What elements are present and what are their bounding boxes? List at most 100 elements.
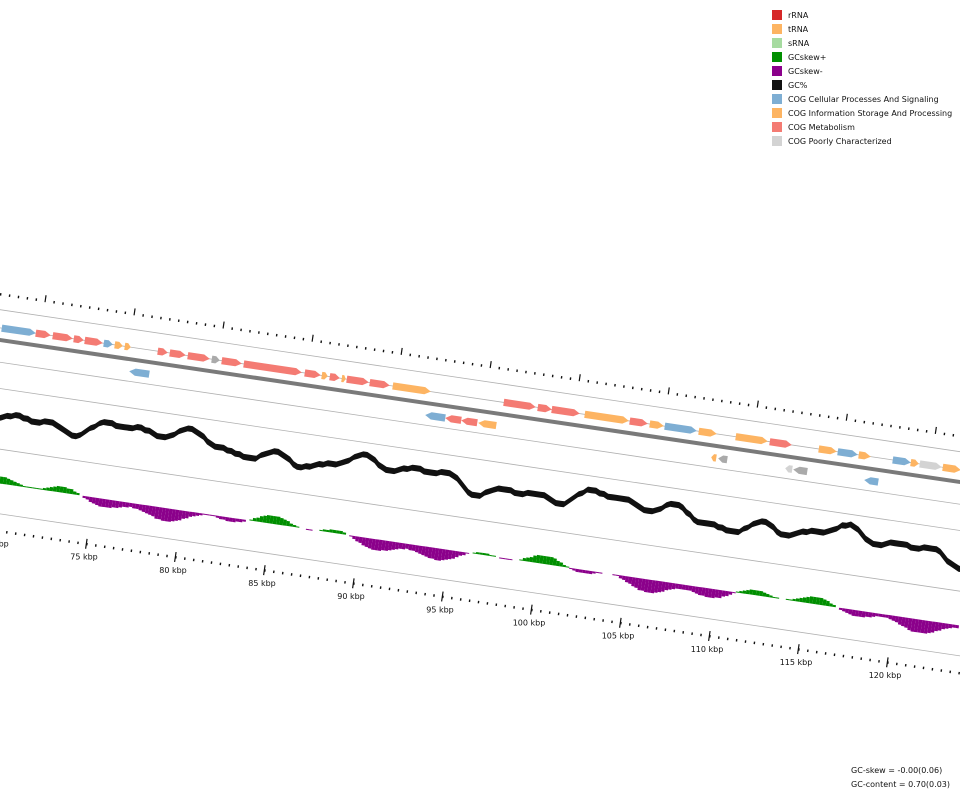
gc-skew-negative-bar [894,616,899,623]
gc-skew-positive-bar [16,483,20,487]
gc-skew-positive-bar [482,552,487,556]
gc-skew-negative-bar [202,513,206,515]
gc-skew-negative-bar [157,507,163,520]
gc-skew-negative-bar [305,528,310,531]
gene-arrow [503,398,536,410]
gc-skew-negative-bar [637,578,643,591]
gene-features [1,324,960,486]
genome-backbone [0,337,960,485]
gene-arrow [769,438,792,448]
gc-skew-negative-bar [585,570,590,574]
gc-skew-negative-bar [865,611,869,617]
gc-skew-positive-bar [2,477,8,485]
gc-skew-negative-bar [948,623,953,629]
gc-skew-positive-bar [759,590,764,597]
gc-skew-negative-bar [681,584,686,590]
gc-skew-negative-bar [628,576,633,584]
track-guides [0,309,960,657]
gene-arrow [584,410,629,424]
gc-skew-negative-bar [927,621,933,634]
gc-skew-negative-bar [108,499,113,509]
gc-skew-negative-bar [88,496,93,503]
gc-skew-negative-bar [181,510,186,519]
gc-skew-positive-bar [485,553,490,556]
gc-skew-negative-bar [462,552,466,556]
gc-skew-positive-bar [475,552,480,555]
gc-skew-negative-bar [414,545,420,553]
gc-skew-negative-bar [717,589,723,599]
gc-skew-negative-bar [151,506,156,517]
scale-tick-label: 100 kbp [513,618,546,627]
gene-arrow [304,369,321,378]
gc-skew-positive-bar [749,589,754,595]
scale-tick-label: 95 kbp [426,605,454,614]
guide-line [0,361,960,505]
legend-item-gcskew-minus: GCskew- [772,64,952,78]
gc-skew-positive-bar [525,557,530,562]
gc-skew-negative-bar [111,500,116,508]
gc-skew-positive-bar [742,590,747,594]
legend-item-cog-poorly: COG Poorly Characterized [772,134,952,148]
gc-skew-positive-bar [276,516,281,525]
gc-skew-negative-bar [707,588,713,598]
gc-skew-negative-bar [225,517,230,522]
gc-skew-negative-bar [675,583,680,589]
gc-skew-positive-bar [49,486,54,492]
gene-arrow [537,403,552,413]
legend-label: tRNA [788,24,809,34]
outer-major-tick [756,400,759,408]
gc-skew-positive-bar [62,486,67,494]
gene-arrow [837,448,858,458]
gc-skew-negative-bar [218,516,223,520]
gc-skew-negative-bar [907,618,913,631]
gc-skew-negative-bar [199,513,203,516]
gc-skew-negative-bar [891,615,896,621]
gc-skew-positive-bar [769,595,773,598]
gc-skew-positive-bar [252,517,257,522]
gc-profile [0,412,960,572]
gene-arrow [425,412,446,422]
outer-major-tick [578,374,581,382]
gc-skew-positive-bar [249,519,253,521]
gc-skew-positive-bar [332,529,337,534]
gc-skew-negative-bar [355,536,360,542]
gc-skew-positive-bar [32,487,37,489]
trna-swatch-icon [772,24,782,34]
gene-arrow [919,460,942,470]
gc-skew-positive-bar [812,596,817,605]
gc-skew-negative-bar [878,613,883,617]
gc-skew-positive-bar [322,529,327,532]
gc-skew-positive-bar [795,598,800,602]
gc-skew-positive-bar [272,516,278,525]
gc-skew-negative-bar [732,591,736,594]
gc-skew-negative-bar [643,579,650,593]
gc-skew-positive-bar [492,555,496,557]
gc-skew-negative-bar [101,498,106,508]
gc-skew-positive-bar [489,554,493,557]
inner-major-tick [174,551,177,563]
gc-skew-negative-bar [618,575,623,579]
gc-skew-negative-bar [624,576,630,583]
gene-arrow [445,415,462,424]
outer-major-tick [222,321,225,329]
gc-skew-negative-bar [920,620,926,634]
scale-tick-label: 110 kbp [691,645,724,654]
gc-skew-negative-bar [923,620,929,634]
gene-arrow [187,352,210,362]
gc-content-stat: GC-content = 0.70(0.03) [851,780,950,789]
guide-line [0,388,960,531]
scale-tick-label: 105 kbp [602,632,635,641]
gc-skew-negative-bar [138,504,143,511]
scale-tick-label: 90 kbp [337,592,365,601]
gc-skew-positive-bar [22,485,27,488]
gc-skew-positive-bar [775,597,780,599]
gc-skew-negative-bar [937,622,943,631]
gene-arrow [629,417,648,427]
gc-skew-positive-bar [46,487,50,491]
gc-skew-negative-bar [352,535,356,540]
gc-skew-positive-bar [815,597,821,605]
gene-arrow [243,360,302,376]
legend-label: GCskew- [788,66,823,76]
gene-arrow [73,335,84,344]
gc-skew-negative-bar [721,590,726,597]
